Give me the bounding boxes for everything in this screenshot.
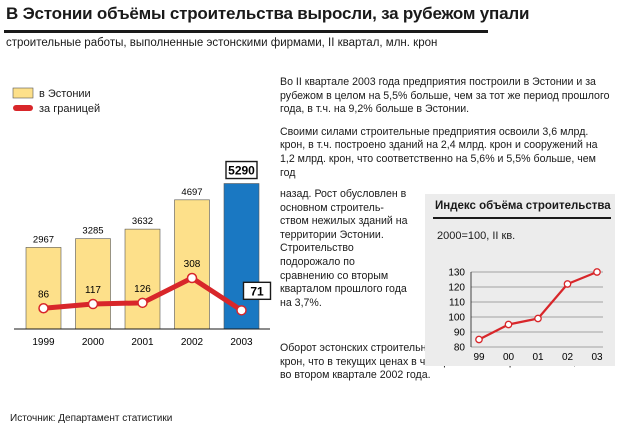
- article-text: Во II квартале 2003 года предприятия пос…: [280, 76, 610, 180]
- inset-point-99: [475, 335, 483, 344]
- article-paragraph-2: Своими силами строительные предприятия о…: [280, 125, 598, 179]
- abroad-point-2000: [87, 298, 99, 310]
- abroad-label-box-2003: [242, 281, 272, 301]
- title-rule: [4, 30, 488, 33]
- abroad-value-1999: 86: [38, 289, 50, 300]
- abroad-value-2003: 71: [250, 284, 264, 298]
- inset-y-tick-110: 110: [449, 298, 465, 309]
- inset-x-tick-00: 00: [503, 352, 515, 363]
- abroad-value-2000: 117: [85, 285, 101, 296]
- inset-y-tick-120: 120: [448, 283, 465, 294]
- inset-point-03: [593, 268, 601, 276]
- index-chart-panel: Индекс объёма строительства 2000=100, II…: [425, 194, 615, 366]
- abroad-point-2003: [236, 305, 247, 316]
- bar-value-1999: 2967: [33, 234, 54, 245]
- index-chart-rule: [433, 217, 611, 219]
- abroad-point-2001: [137, 297, 148, 309]
- bar-2002: [174, 199, 210, 330]
- legend-label-abroad: за границей: [39, 103, 100, 115]
- inset-x-tick-02: 02: [562, 352, 574, 363]
- inset-y-tick-100: 100: [448, 313, 465, 324]
- abroad-value-2001: 126: [134, 284, 151, 295]
- bar-value-2000: 3285: [82, 226, 103, 237]
- article-paragraph-1: Во II квартале 2003 года предприятия пос…: [280, 76, 610, 116]
- main-chart: в Эстонии за границей 2967 1999 3285 2000 3632…: [12, 87, 272, 348]
- bar-value-2003: 5290: [228, 164, 255, 178]
- bar-1999: [25, 247, 62, 330]
- inset-series-line: [478, 270, 598, 341]
- x-tick-2000: 2000: [82, 337, 105, 348]
- x-tick-1999: 1999: [32, 337, 55, 348]
- inset-point-02: [563, 280, 572, 288]
- article-paragraph-2-continued: назад. Рост обусловлен в основном строит…: [280, 188, 408, 309]
- inset-y-tick-80: 80: [454, 343, 466, 354]
- inset-y-tick-130: 130: [448, 268, 465, 279]
- legend: в Эстонии за границей: [12, 87, 100, 115]
- bar-value-2001: 3632: [132, 216, 153, 227]
- index-chart-subtitle: 2000=100, II кв.: [437, 230, 516, 242]
- page-title: В Эстонии объёмы строительства выросли, …: [6, 4, 530, 23]
- legend-label-estonia: в Эстонии: [39, 88, 91, 100]
- legend-swatch-abroad: [13, 105, 33, 111]
- inset-point-01: [534, 314, 542, 323]
- inset-point-00: [504, 320, 513, 329]
- inset-x-tick-03: 03: [591, 352, 603, 363]
- page-subtitle: строительные работы, выполненные эстонск…: [6, 37, 438, 49]
- x-tick-2001: 2001: [131, 337, 154, 348]
- bar-value-2002: 4697: [181, 187, 202, 198]
- bar-2001: [124, 228, 161, 330]
- legend-swatch-estonia: [12, 87, 34, 99]
- index-chart-title: Индекс объёма строительства: [435, 200, 611, 212]
- bar-2000: [75, 238, 111, 330]
- abroad-point-2002: [186, 272, 198, 284]
- inset-x-tick-99: 99: [473, 352, 485, 363]
- inset-y-tick-90: 90: [454, 328, 466, 339]
- source-note: Источник: Департамент статистики: [10, 413, 173, 424]
- bar-label-box-2003: [225, 160, 258, 180]
- x-tick-2002: 2002: [181, 337, 204, 348]
- index-chart: 80 90 100 110 120 130 99 00 01 02 03: [448, 268, 603, 363]
- abroad-value-2002: 308: [184, 259, 201, 270]
- abroad-point-1999: [38, 303, 49, 314]
- x-tick-2003: 2003: [230, 337, 253, 348]
- inset-x-tick-01: 01: [532, 352, 544, 363]
